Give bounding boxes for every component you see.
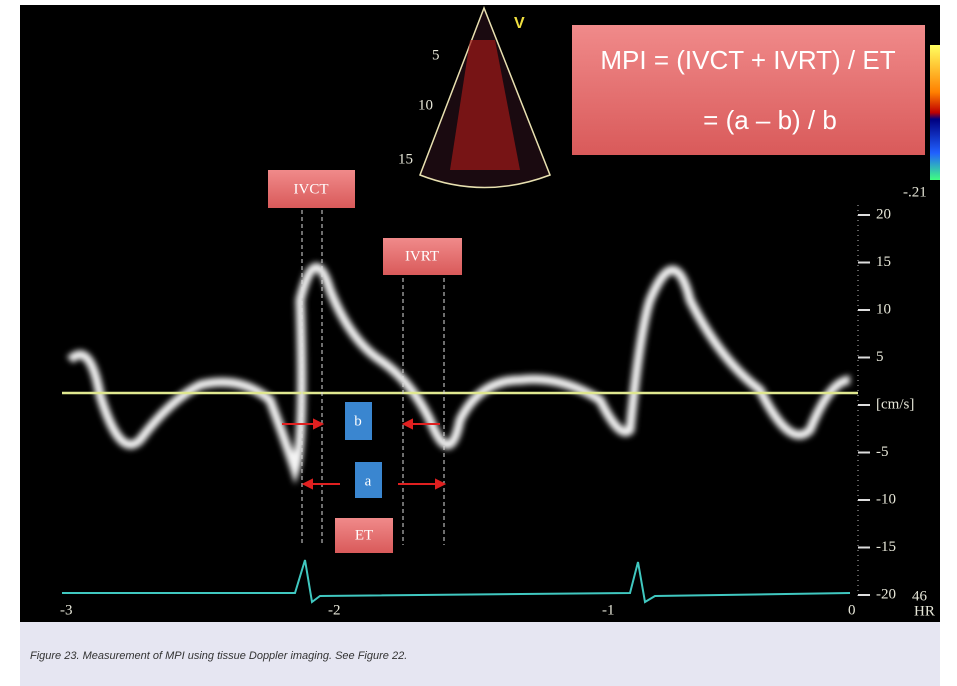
heart-rate-unit: HR <box>914 603 935 619</box>
ecg-trace <box>62 559 851 604</box>
velocity-tick-label: -15 <box>876 539 896 555</box>
a-label: a <box>365 473 372 489</box>
label-box <box>383 238 462 275</box>
ivct-label: IVCT <box>294 181 329 197</box>
color-bar-min: -.21 <box>903 184 927 200</box>
time-tick-label: -2 <box>328 602 341 618</box>
color-bar <box>930 45 940 180</box>
measurement-lines <box>301 210 445 545</box>
ivrt-label: IVRT <box>405 248 439 264</box>
heart-rate: 46 <box>912 588 928 604</box>
label-box <box>355 462 382 498</box>
velocity-tick-label: 10 <box>876 301 891 317</box>
mode-label: V <box>514 15 525 32</box>
velocity-tick-label: -5 <box>876 444 889 460</box>
formula-box <box>572 25 925 155</box>
arrows <box>282 418 447 490</box>
velocity-tick-label: 20 <box>876 206 891 222</box>
velocity-tick-label: [cm/s] <box>876 396 914 412</box>
caption-band <box>20 622 940 686</box>
et-label: ET <box>355 527 373 543</box>
depth-label: 15 <box>398 151 413 167</box>
label-box <box>268 170 355 208</box>
formula: MPI = (IVCT + IVRT) / ET <box>600 45 895 75</box>
depth-label: 10 <box>418 97 433 113</box>
b-label: b <box>354 413 362 429</box>
caption: Figure 23. Measurement of MPI using tiss… <box>30 650 407 662</box>
velocity-tick-label: 15 <box>876 254 891 270</box>
label-box <box>335 518 393 553</box>
velocity-tick-label: 5 <box>876 349 884 365</box>
depth-label: 5 <box>432 47 440 63</box>
velocity-tick-label: -20 <box>876 586 896 602</box>
sector-color <box>450 40 520 170</box>
label-box <box>345 402 372 440</box>
time-tick-label: -3 <box>60 602 73 618</box>
formula: = (a – b) / b <box>703 105 837 135</box>
time-tick-label: 0 <box>848 602 856 618</box>
time-tick-label: -1 <box>602 602 615 618</box>
doppler-waveform <box>66 263 851 485</box>
velocity-tick-label: -10 <box>876 491 896 507</box>
